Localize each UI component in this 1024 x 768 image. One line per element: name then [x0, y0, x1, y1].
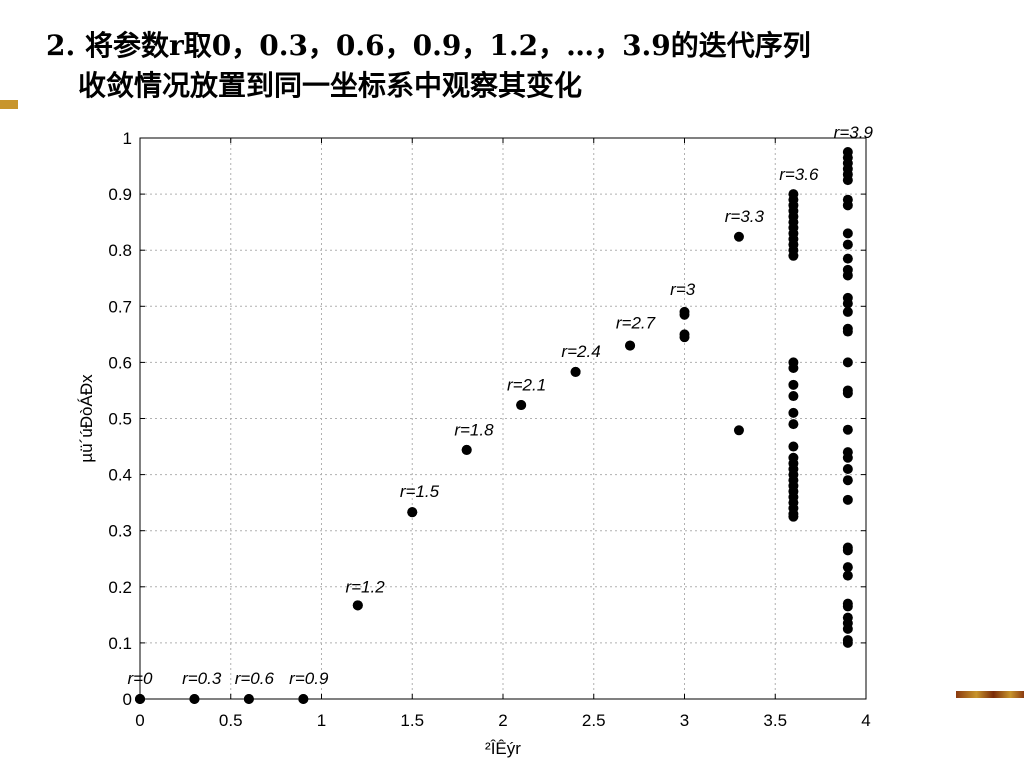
data-point [842, 494, 853, 505]
data-point [570, 366, 581, 377]
data-point [842, 253, 853, 264]
data-point [842, 637, 853, 648]
r-value-label: r=1.8 [454, 420, 494, 439]
data-points [135, 147, 853, 704]
data-point [842, 357, 853, 368]
y-tick-label: 0.9 [108, 185, 132, 204]
data-point [842, 601, 853, 612]
data-point [842, 424, 853, 435]
axes: 0 0.5 1 1.5 2 2.5 3 3.5 4 0 0.1 0.2 0.3 0.4 0.5 0.6 0.7 0… [108, 129, 870, 730]
x-tick-label: 3.5 [763, 711, 787, 730]
plot-frame [139, 137, 867, 700]
x-tick-label: 4 [861, 711, 870, 730]
x-tick-label: 1.5 [400, 711, 424, 730]
data-point [625, 340, 636, 351]
data-point [842, 326, 853, 337]
data-point [788, 250, 799, 261]
data-point [679, 332, 690, 343]
y-tick-label: 0.5 [108, 410, 132, 429]
data-point [842, 475, 853, 486]
data-point [842, 545, 853, 556]
r-value-label: r=0.3 [182, 669, 222, 688]
annotation-labels: r=0 r=0.3 r=0.6 r=0.9 r=1.2 r=1.5 r=1.8 r=2.1 r=… [127, 123, 873, 688]
r-value-label: r=3.3 [725, 207, 765, 226]
y-tick-label: 0.2 [108, 578, 132, 597]
r-value-label: r=1.2 [345, 577, 385, 596]
r-value-label: r=3.6 [779, 165, 819, 184]
data-point [788, 379, 799, 390]
y-tick-label: 0.1 [108, 634, 132, 653]
data-point [842, 463, 853, 474]
r-value-label: r=2.1 [507, 375, 546, 394]
y-tick-label: 0.7 [108, 297, 132, 316]
data-point [842, 270, 853, 281]
data-point [842, 175, 853, 186]
data-point [788, 391, 799, 402]
y-tick-label: 0 [123, 690, 132, 709]
data-point [788, 407, 799, 418]
slide-title-line-1: 2. 将参数r取0，0.3，0.6，0.9，1.2，…，3.9的迭代序列 [46, 29, 811, 62]
x-axis-title: ²ÎÊýr [485, 739, 521, 758]
data-point [679, 309, 690, 320]
data-point [842, 239, 853, 250]
r-value-label: r=2.4 [561, 342, 600, 361]
r-value-label: r=0.6 [235, 669, 275, 688]
x-tick-label: 0 [135, 711, 144, 730]
y-tick-label: 1 [123, 129, 132, 148]
data-point [733, 231, 744, 242]
x-tick-label: 2.5 [582, 711, 606, 730]
y-axis-title: µü´úÐòÁÐx [77, 374, 96, 463]
data-point [788, 419, 799, 430]
data-point [842, 452, 853, 463]
data-point [842, 298, 853, 309]
data-point [189, 694, 200, 704]
x-tick-label: 1 [317, 711, 326, 730]
data-point [298, 694, 309, 704]
x-tick-label: 0.5 [219, 711, 243, 730]
data-point [842, 306, 853, 317]
x-tick-label: 2 [498, 711, 507, 730]
data-point [516, 400, 527, 411]
slide-title-line-2: 收敛情况放置到同一坐标系中观察其变化 [78, 69, 583, 102]
data-point [842, 228, 853, 239]
decorative-accent-bar-right [956, 691, 1024, 698]
y-tick-label: 0.6 [108, 353, 132, 372]
data-point [733, 425, 744, 436]
data-point [135, 694, 145, 704]
data-point [842, 570, 853, 581]
data-point [842, 562, 853, 573]
data-point [407, 507, 418, 518]
y-tick-label: 0.4 [108, 466, 132, 485]
r-value-label: r=1.5 [400, 482, 440, 501]
slide-title: 2. 将参数r取0，0.3，0.6，0.9，1.2，…，3.9的迭代序列 收敛情… [46, 26, 1006, 106]
data-point [243, 694, 254, 704]
data-point [352, 600, 363, 611]
y-tick-label: 0.8 [108, 241, 132, 260]
r-value-label: r=0 [127, 669, 153, 688]
r-value-label: r=3 [670, 280, 696, 299]
data-point [842, 388, 853, 399]
data-point [461, 444, 472, 455]
grid-lines [140, 138, 866, 699]
data-point [842, 200, 853, 211]
data-point [788, 363, 799, 374]
data-point [842, 623, 853, 634]
x-tick-label: 3 [680, 711, 689, 730]
r-value-label: r=0.9 [289, 669, 329, 688]
data-point [788, 441, 799, 452]
data-point [788, 511, 799, 522]
r-value-label: r=3.9 [834, 123, 874, 142]
y-tick-label: 0.3 [108, 522, 132, 541]
r-value-label: r=2.7 [616, 314, 656, 333]
decorative-accent-bar-left [0, 100, 18, 109]
